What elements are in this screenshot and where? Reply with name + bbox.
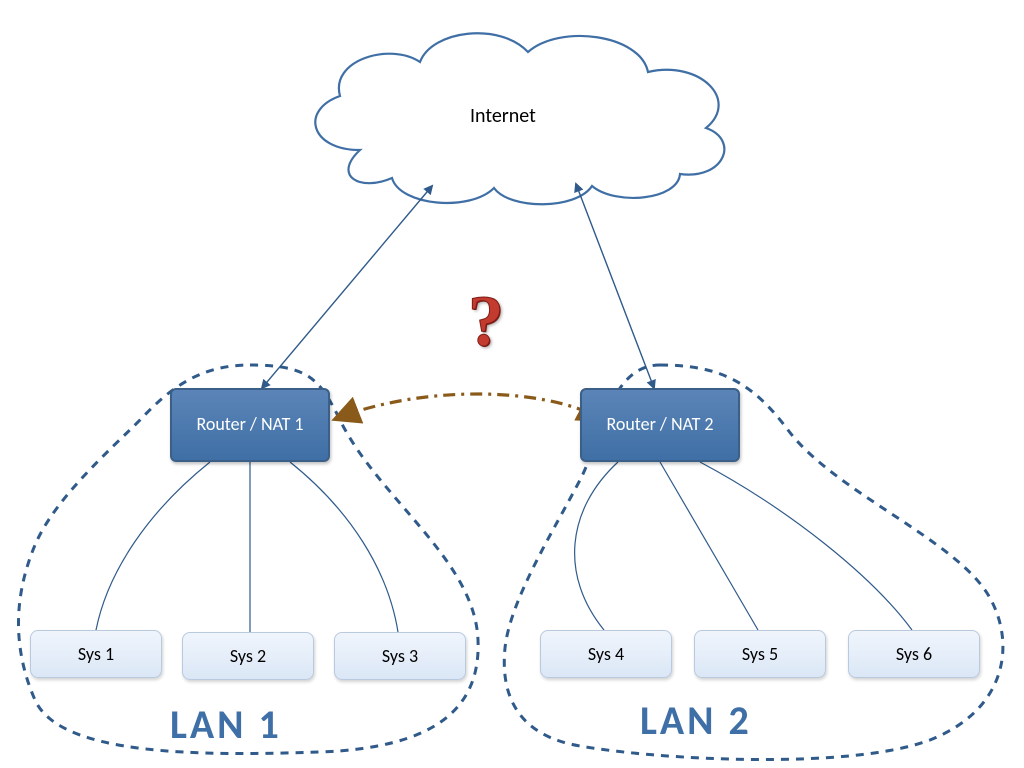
sys-4-box: Sys 4 xyxy=(540,630,672,678)
sys-2-box: Sys 2 xyxy=(182,632,314,680)
sys-5-box: Sys 5 xyxy=(694,630,826,678)
link-r1-sys1 xyxy=(96,462,210,630)
lan-2-label: LAN 2 xyxy=(640,696,752,745)
diagram-stage: Internet Router / NAT 1 Router / NAT 2 S… xyxy=(0,0,1024,768)
sys-6-label: Sys 6 xyxy=(896,643,932,665)
cloud-label: Internet xyxy=(470,104,536,128)
sys-6-box: Sys 6 xyxy=(848,630,980,678)
link-cloud-router1 xyxy=(262,186,432,388)
lan-1-label: LAN 1 xyxy=(170,700,282,749)
question-arrow xyxy=(338,394,600,418)
sys-3-label: Sys 3 xyxy=(382,645,418,667)
router-2-box: Router / NAT 2 xyxy=(580,388,740,462)
sys-1-label: Sys 1 xyxy=(78,643,114,665)
router-1-label: Router / NAT 1 xyxy=(196,414,303,436)
sys-1-box: Sys 1 xyxy=(30,630,162,678)
router-1-box: Router / NAT 1 xyxy=(170,388,330,462)
link-r2-sys5 xyxy=(660,462,758,630)
link-r2-sys4 xyxy=(575,462,618,630)
link-r1-sys3 xyxy=(290,462,398,632)
sys-2-label: Sys 2 xyxy=(230,645,266,667)
router-2-label: Router / NAT 2 xyxy=(606,414,713,436)
sys-3-box: Sys 3 xyxy=(334,632,466,680)
sys-4-label: Sys 4 xyxy=(588,643,624,665)
link-cloud-router2 xyxy=(576,184,654,388)
sys-5-label: Sys 5 xyxy=(742,643,778,665)
link-r2-sys6 xyxy=(700,462,912,630)
question-mark-icon: ? xyxy=(468,280,504,363)
